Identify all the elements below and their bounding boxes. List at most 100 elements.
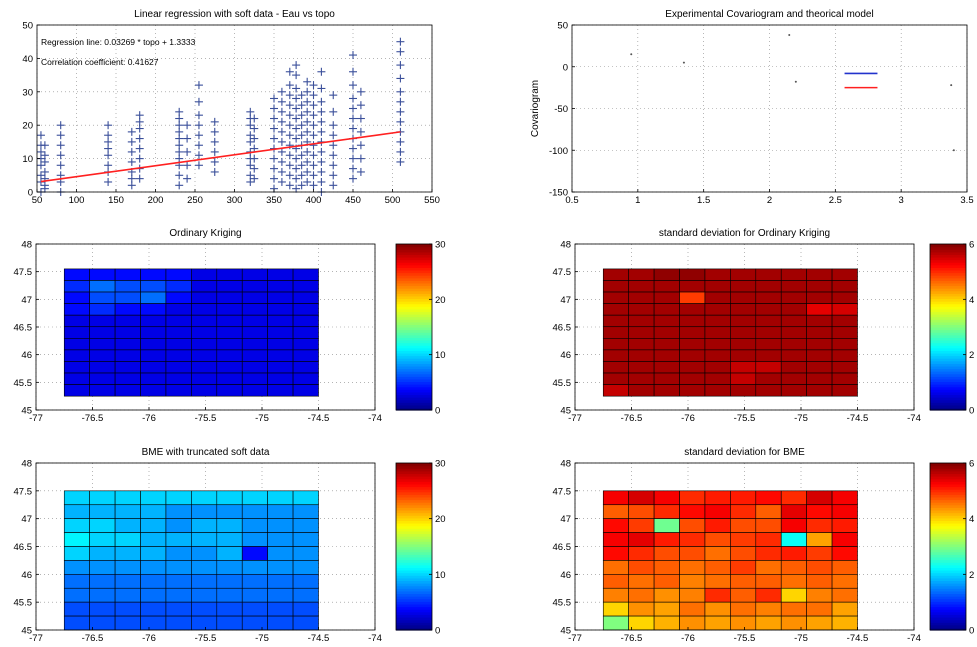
data-point bbox=[277, 167, 286, 176]
colorbar-band bbox=[930, 624, 966, 628]
colorbar-band bbox=[930, 564, 966, 568]
colorbar-band bbox=[930, 530, 966, 535]
data-point bbox=[56, 131, 65, 140]
heatmap-cell bbox=[114, 384, 141, 397]
data-point bbox=[292, 124, 301, 133]
heatmap-cell bbox=[114, 490, 141, 506]
colorbar-band bbox=[396, 603, 432, 608]
heatmap-cell bbox=[679, 314, 706, 328]
heatmap-cell bbox=[267, 268, 294, 281]
data-point bbox=[285, 91, 294, 100]
heatmap-cell bbox=[216, 349, 243, 362]
colorbar-tick-label: 30 bbox=[435, 459, 446, 470]
x-tick-label: 0.5 bbox=[565, 195, 578, 206]
data-point bbox=[329, 161, 338, 170]
heatmap-cell bbox=[63, 361, 90, 374]
data-point bbox=[175, 134, 184, 143]
heatmap-cell bbox=[653, 349, 680, 362]
colorbar-band bbox=[930, 562, 966, 566]
chart-title: Experimental Covariogram and theorical m… bbox=[665, 9, 873, 20]
heatmap-cell bbox=[628, 338, 655, 351]
heatmap-cell bbox=[602, 338, 629, 351]
chart-2: 0.5 1 1.5 2 2.5 3 3.5 -150 -100 -50 0 50 Experimenta… bbox=[530, 9, 974, 206]
y-tick-label: 45 bbox=[560, 626, 571, 637]
heatmap-cell bbox=[602, 504, 629, 519]
colorbar-band bbox=[396, 376, 432, 380]
colorbar-band bbox=[396, 277, 432, 281]
colorbar-band bbox=[930, 614, 966, 618]
data-point bbox=[246, 131, 255, 140]
x-tick-label: -76.5 bbox=[82, 413, 104, 424]
heatmap-cell bbox=[241, 268, 268, 281]
heatmap-cell bbox=[628, 601, 655, 617]
heatmap-cells bbox=[63, 268, 319, 397]
heatmap-cell bbox=[755, 560, 782, 575]
colorbar-band bbox=[930, 551, 966, 555]
colorbar-band bbox=[396, 593, 432, 597]
data-point bbox=[183, 134, 192, 143]
y-tick-label: 46 bbox=[21, 570, 32, 581]
colorbar-band bbox=[396, 614, 432, 618]
colorbar-band bbox=[930, 507, 966, 511]
x-tick-label: -77 bbox=[568, 633, 582, 644]
heatmap-cell bbox=[730, 490, 757, 506]
colorbar-band bbox=[396, 355, 432, 359]
colorbar-band bbox=[930, 515, 966, 519]
heatmap-cell bbox=[806, 546, 833, 561]
heatmap-cell bbox=[831, 532, 858, 547]
heatmap-cell bbox=[704, 504, 731, 519]
x-tick-label: 450 bbox=[345, 195, 361, 206]
y-tick-label: 0 bbox=[28, 188, 33, 199]
y-tick-label: 47 bbox=[21, 514, 32, 525]
heatmap-cell bbox=[216, 361, 243, 374]
colorbar-band bbox=[396, 463, 432, 467]
colorbar-band bbox=[930, 365, 966, 370]
data-point bbox=[135, 134, 144, 143]
colorbar-band bbox=[396, 512, 432, 516]
data-point bbox=[292, 104, 301, 113]
y-tick-label: 47.5 bbox=[553, 486, 572, 497]
heatmap-cell bbox=[806, 314, 833, 328]
heatmap-cell bbox=[216, 280, 243, 293]
heatmap-cell bbox=[602, 587, 629, 603]
heatmap-cell bbox=[216, 268, 243, 281]
heatmap-cell bbox=[602, 560, 629, 575]
data-point bbox=[317, 107, 326, 116]
colorbar-band bbox=[930, 332, 966, 336]
heatmap-cell bbox=[292, 280, 319, 293]
heatmap-cell bbox=[755, 532, 782, 547]
data-point bbox=[349, 114, 357, 123]
data-point bbox=[183, 174, 192, 183]
heatmap-cell bbox=[216, 384, 243, 397]
heatmap-cell bbox=[602, 268, 629, 281]
data-point bbox=[194, 111, 203, 120]
heatmap-cell bbox=[114, 560, 141, 575]
y-tick-label: -50 bbox=[554, 104, 568, 115]
data-point bbox=[297, 101, 306, 110]
heatmap-cell bbox=[63, 532, 90, 547]
y-tick-label: 45.5 bbox=[553, 598, 572, 609]
heatmap-cell bbox=[755, 504, 782, 519]
data-point bbox=[349, 174, 357, 183]
heatmap-cell bbox=[653, 518, 680, 533]
heatmap-cell bbox=[653, 615, 680, 631]
x-tick-label: -75.5 bbox=[734, 633, 756, 644]
colorbar-band bbox=[930, 311, 966, 315]
data-point bbox=[246, 171, 255, 180]
x-tick-label: 400 bbox=[306, 195, 322, 206]
data-point bbox=[297, 121, 306, 130]
heatmap-cell bbox=[89, 560, 116, 575]
heatmap-cell bbox=[679, 384, 706, 397]
heatmap-cell bbox=[89, 280, 116, 293]
colorbar-band bbox=[930, 280, 966, 284]
chart-title: BME with truncated soft data bbox=[142, 447, 270, 458]
data-point bbox=[349, 94, 357, 103]
colorbar-band bbox=[930, 468, 966, 472]
heatmap-cell bbox=[114, 504, 141, 519]
colorbar-band bbox=[930, 363, 966, 367]
data-point bbox=[246, 137, 255, 146]
data-point bbox=[303, 107, 312, 116]
heatmap-cell bbox=[780, 314, 807, 328]
heatmap-cell bbox=[831, 372, 858, 385]
data-point bbox=[135, 154, 144, 163]
